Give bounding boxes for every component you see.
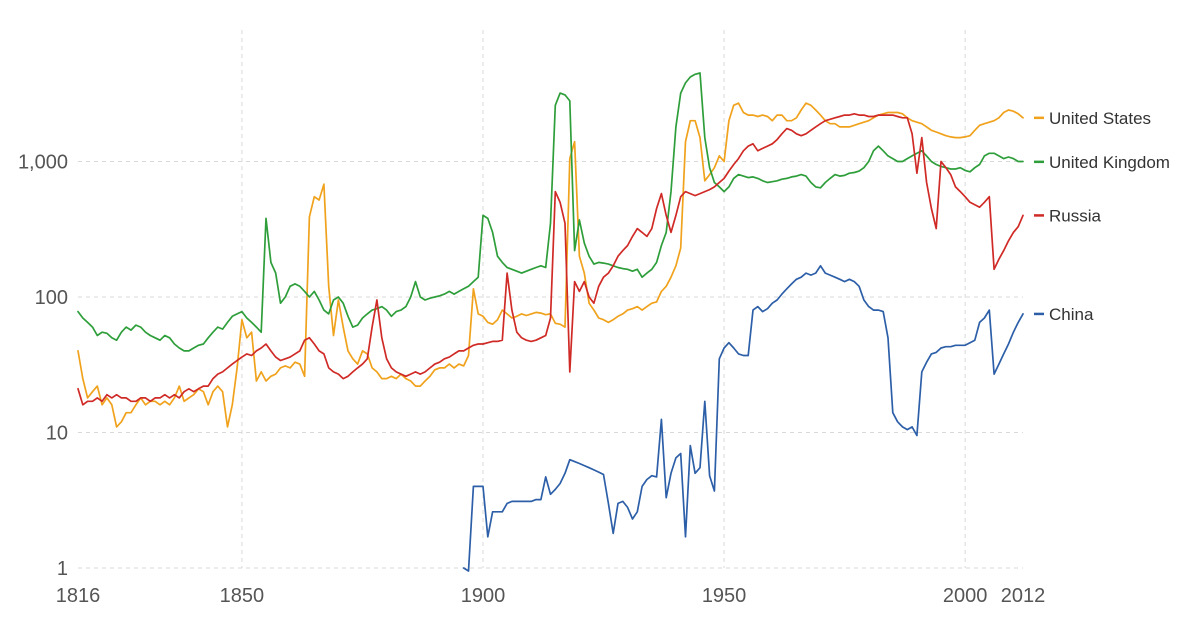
legend-label: Russia [1049,206,1102,225]
x-axis: 1816 1850 1900 1950 2000 2012 [56,585,1046,607]
y-axis: 1 10 100 1,000 [18,152,68,581]
series-line-united-states [77,102,1024,428]
x-tick-label: 1950 [702,585,747,607]
series-line-russia [77,112,1024,406]
series-lines [77,72,1024,572]
x-gridlines [241,30,966,568]
y-tick-label: 1,000 [18,152,68,174]
series-line-united-kingdom [77,72,1024,352]
x-tick-label: 1816 [56,585,101,607]
series-line-china [462,264,1024,572]
y-tick-label: 1 [57,558,68,580]
legend-label: China [1049,305,1094,324]
legend-item-united-states: United States [1034,109,1151,128]
legend-label: United Kingdom [1049,153,1170,172]
x-tick-label: 1900 [461,585,506,607]
x-tick-label: 2012 [1001,585,1046,607]
legend-item-russia: Russia [1034,206,1102,225]
x-tick-label: 2000 [943,585,988,607]
legend-item-china: China [1034,305,1094,324]
legend: United States United Kingdom Russia China [1034,109,1170,324]
y-tick-label: 100 [35,287,68,309]
legend-label: United States [1049,109,1151,128]
y-tick-label: 10 [46,423,68,445]
x-tick-label: 1850 [220,585,265,607]
legend-item-united-kingdom: United Kingdom [1034,153,1170,172]
